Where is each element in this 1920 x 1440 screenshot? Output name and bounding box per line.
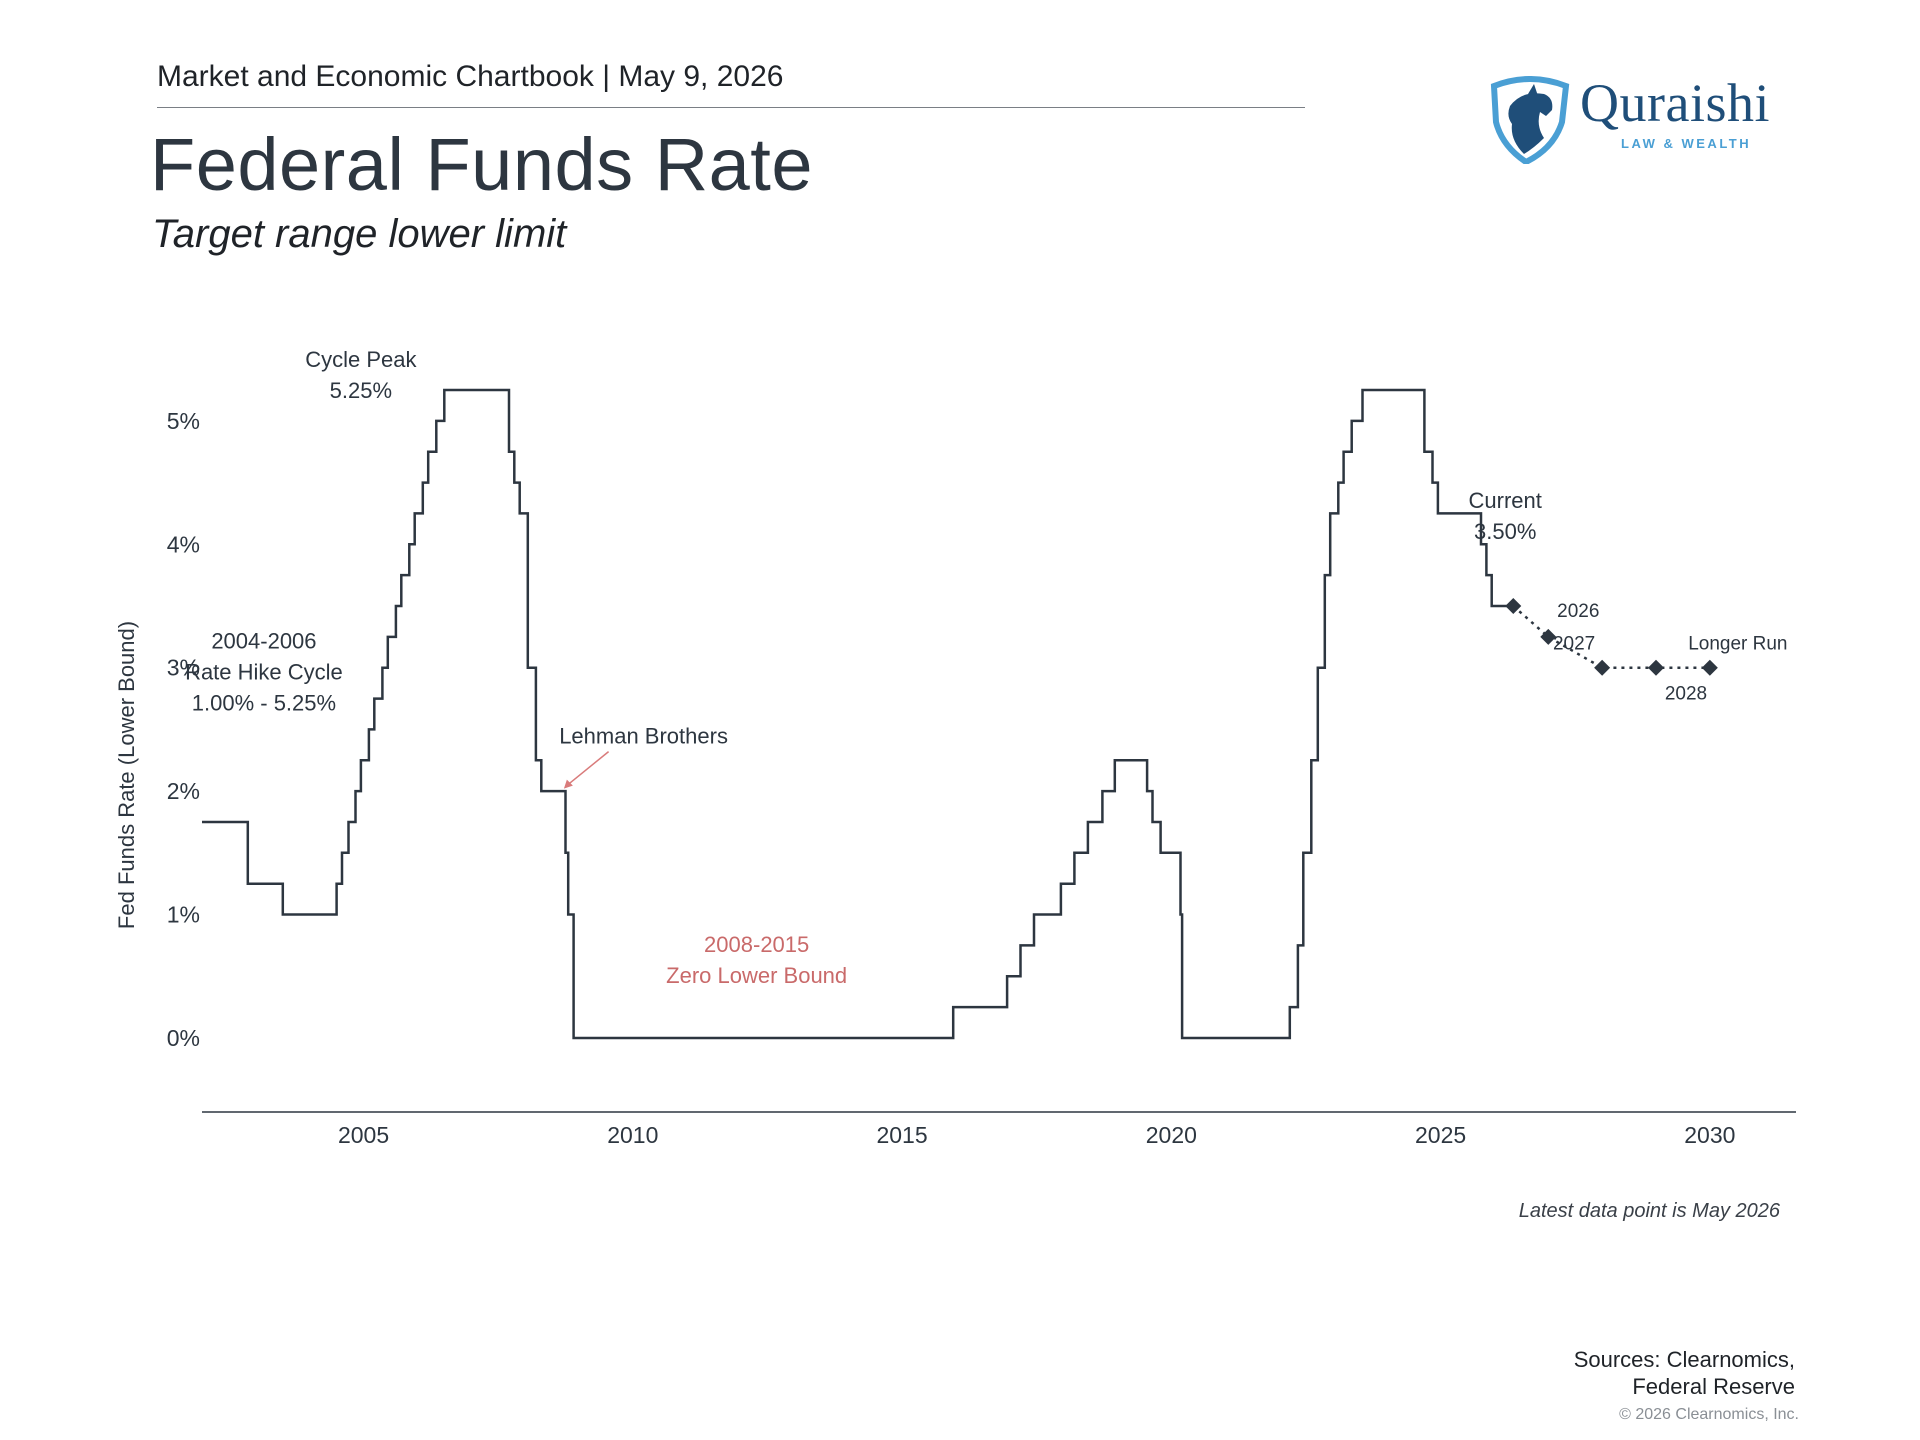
projection-point [1505, 598, 1522, 614]
annotation-hike-cycle: Rate Hike Cycle [185, 660, 343, 685]
x-tick-label: 2020 [1146, 1122, 1197, 1148]
x-tick-label: 2030 [1684, 1122, 1735, 1148]
annotation-zero-bound: Zero Lower Bound [666, 963, 847, 988]
brand-logo: Quraishi LAW & WEALTH [1488, 73, 1788, 166]
header-separator: | [602, 60, 611, 93]
annotation-zero-bound: 2008-2015 [704, 932, 809, 957]
y-axis-label: Fed Funds Rate (Lower Bound) [114, 621, 139, 929]
y-tick-label: 4% [167, 531, 200, 557]
projection-point [1594, 659, 1611, 676]
sources-line-1: Sources: Clearnomics, [1573, 1347, 1795, 1372]
logo-tagline: LAW & WEALTH [1621, 136, 1752, 151]
copyright-note: © 2026 Clearnomics, Inc. [1619, 1406, 1799, 1423]
annotation-cycle-peak: 5.25% [330, 378, 392, 403]
horse-head-shield-icon [1490, 76, 1570, 164]
x-tick-labels: 2005 2010 2015 2020 2025 2030 [338, 1122, 1735, 1148]
sources-line-2: Federal Reserve [1632, 1374, 1795, 1399]
annotation-lehman: Lehman Brothers [559, 724, 728, 749]
y-tick-label: 5% [167, 408, 200, 434]
y-tick-label: 3% [167, 655, 200, 681]
annotation-current: Current [1469, 488, 1542, 513]
y-tick-label: 0% [167, 1025, 200, 1051]
chart-annotations: Cycle Peak 5.25% 2004-2006 Rate Hike Cycle 1… [185, 347, 1542, 988]
sources-note: Sources: Clearnomics, Federal Reserve [1450, 1346, 1795, 1400]
x-tick-label: 2010 [607, 1122, 658, 1148]
projection-point-label: 2027 [1553, 634, 1595, 655]
y-tick-label: 1% [167, 902, 200, 928]
lehman-arrow [567, 751, 610, 786]
y-tick-labels: 0% 1% 2% 3% 4% 5% [167, 408, 200, 1051]
chartbook-header: Market and Economic Chartbook | May 9, 2… [157, 60, 783, 94]
lehman-arrowhead [563, 779, 573, 789]
x-tick-label: 2025 [1415, 1122, 1466, 1148]
chartbook-date: May 9, 2026 [618, 60, 784, 93]
page-subtitle: Target range lower limit [152, 212, 567, 256]
projection-point [1540, 628, 1557, 645]
projection-markers: 2026 2027 2028 Longer Run [1505, 598, 1787, 705]
projection-point-label: Longer Run [1688, 634, 1787, 655]
page-title: Federal Funds Rate [150, 123, 814, 206]
annotation-hike-cycle: 2004-2006 [211, 629, 316, 654]
header-divider [157, 107, 1305, 108]
projection-point [1701, 659, 1718, 676]
annotation-cycle-peak: Cycle Peak [305, 347, 417, 372]
latest-data-note: Latest data point is May 2026 [1518, 1200, 1780, 1222]
annotation-current: 3.50% [1474, 519, 1536, 544]
rate-step-line [202, 388, 1514, 1040]
projection-point-label: 2026 [1557, 601, 1599, 622]
chartbook-series-name: Market and Economic Chartbook [157, 60, 594, 93]
projection-point [1647, 659, 1664, 676]
x-tick-label: 2005 [338, 1122, 389, 1148]
projection-point-label: 2028 [1665, 684, 1707, 705]
y-tick-label: 2% [167, 778, 200, 804]
logo-name: Quraishi [1580, 73, 1770, 133]
x-tick-label: 2015 [876, 1122, 927, 1148]
annotation-hike-cycle: 1.00% - 5.25% [192, 691, 336, 716]
